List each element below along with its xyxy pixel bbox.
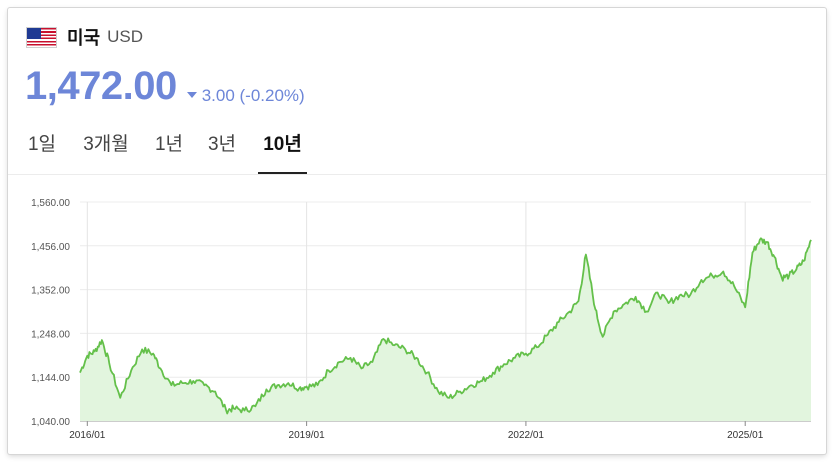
- series-area: [80, 238, 811, 421]
- down-triangle-icon: [186, 92, 197, 98]
- tab-1-day[interactable]: 1일: [27, 134, 57, 155]
- tab-10-years[interactable]: 10년: [258, 126, 307, 174]
- y-tick-label: 1,144.00: [31, 373, 70, 384]
- currency-header: 미국 USD: [26, 24, 143, 50]
- tab-3-years[interactable]: 3년: [207, 134, 237, 155]
- x-tick-label: 2016/01: [69, 430, 106, 441]
- exchange-rate-chart: 1,560.00 1,456.00 1,352.00 1,248.00 1,144.00…: [31, 198, 812, 441]
- y-tick-label: 1,560.00: [31, 198, 70, 209]
- x-tick-label: 2025/01: [727, 430, 764, 441]
- x-tick-label: 2019/01: [289, 430, 326, 441]
- price-change-value: 3.00 (-0.20%): [201, 86, 305, 105]
- us-flag-icon: [26, 26, 57, 48]
- quote-row: 1,472.00 3.00 (-0.20%): [25, 64, 305, 109]
- tab-1-year[interactable]: 1년: [154, 134, 184, 155]
- country-name: 미국: [67, 28, 101, 48]
- currency-code: USD: [107, 27, 144, 46]
- y-tick-label: 1,456.00: [31, 242, 70, 253]
- series-line: [79, 237, 812, 415]
- y-tick-label: 1,040.00: [31, 417, 70, 428]
- price-change: 3.00 (-0.20%): [186, 86, 305, 106]
- x-tick-label: 2022/01: [508, 430, 545, 441]
- tab-3-months[interactable]: 3개월: [83, 134, 129, 155]
- exchange-rate-card: 미국 USD 1,472.00 3.00 (-0.20%) 1일 3개월 1년 …: [8, 8, 826, 454]
- y-tick-label: 1,248.00: [31, 329, 70, 340]
- period-tabs: 1일 3개월 1년 3년 10년: [8, 126, 826, 175]
- y-tick-label: 1,352.00: [31, 286, 70, 297]
- current-price: 1,472.00: [25, 64, 177, 108]
